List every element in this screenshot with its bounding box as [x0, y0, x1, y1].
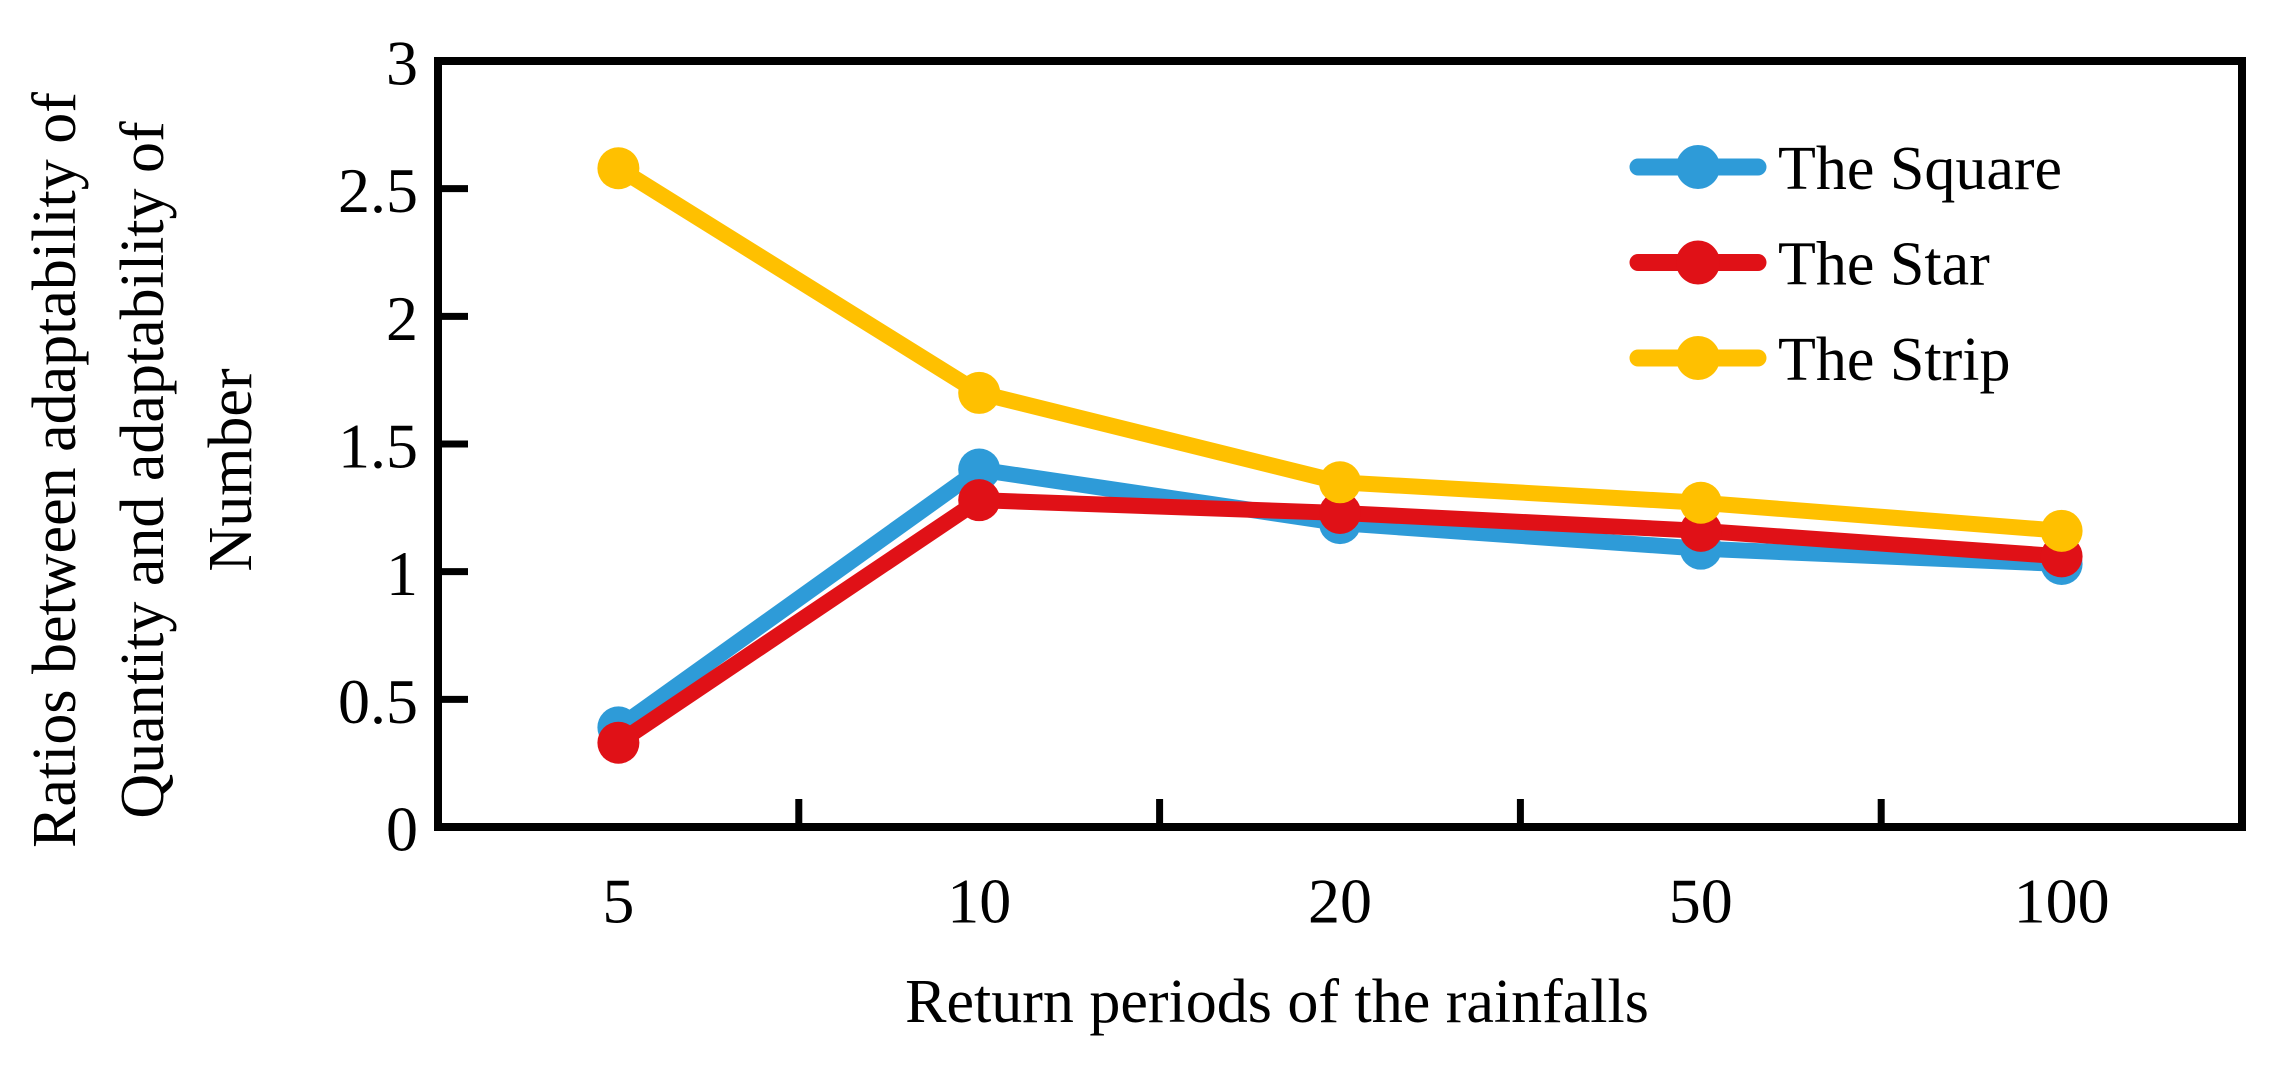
- x-tick-label: 20: [1308, 866, 1372, 937]
- y-axis-title-line: Quantity and adaptability of: [109, 121, 177, 819]
- legend-label: The Strip: [1778, 326, 2010, 394]
- x-tick-label: 100: [2014, 866, 2110, 937]
- y-tick-label: 1: [386, 538, 418, 609]
- x-tick-label: 5: [602, 866, 634, 937]
- label-layer: 0 0.5 1 1.5 2 2.5 3 5 10 20 50 100 Return periods of…: [21, 28, 2110, 1037]
- y-tick-label: 3: [386, 28, 418, 99]
- legend-marker-icon: [1676, 336, 1720, 380]
- legend-label: The Square: [1778, 135, 2062, 203]
- y-axis-title-line: Number: [197, 368, 265, 572]
- axis-layer: [434, 57, 2246, 831]
- y-tick-label: 2.5: [338, 155, 418, 226]
- legend-item-the-star: The Star: [1629, 231, 1990, 299]
- y-tick-label: 2: [386, 283, 418, 354]
- x-tick-label: 50: [1669, 866, 1733, 937]
- data-point-the-star: [958, 479, 1001, 522]
- legend-item-the-square: The Square: [1629, 135, 2062, 203]
- legend-marker-icon: [1676, 240, 1720, 285]
- x-tick-label: 10: [947, 866, 1011, 937]
- data-point-the-strip: [958, 371, 1001, 414]
- legend-item-the-strip: The Strip: [1629, 326, 2010, 394]
- series-layer: [597, 147, 2083, 764]
- y-tick-label: 0.5: [338, 666, 418, 737]
- legend: The Square The Star The Strip: [1629, 135, 2062, 394]
- data-point-the-star: [1319, 491, 1361, 534]
- x-axis-title: Return periods of the rainfalls: [905, 968, 1649, 1036]
- legend-label: The Star: [1778, 231, 1990, 299]
- data-point-the-strip: [1319, 461, 1361, 504]
- data-point-the-square: [958, 448, 1001, 491]
- legend-marker-icon: [1676, 145, 1720, 189]
- data-point-the-strip: [597, 147, 640, 190]
- data-point-the-star: [597, 721, 640, 764]
- data-point-the-strip: [2040, 509, 2083, 552]
- y-axis-title-line: Ratios between adaptability of: [21, 92, 89, 848]
- y-tick-label: 1.5: [338, 411, 418, 482]
- y-tick-label: 0: [386, 794, 418, 865]
- data-point-the-strip: [1679, 481, 1722, 524]
